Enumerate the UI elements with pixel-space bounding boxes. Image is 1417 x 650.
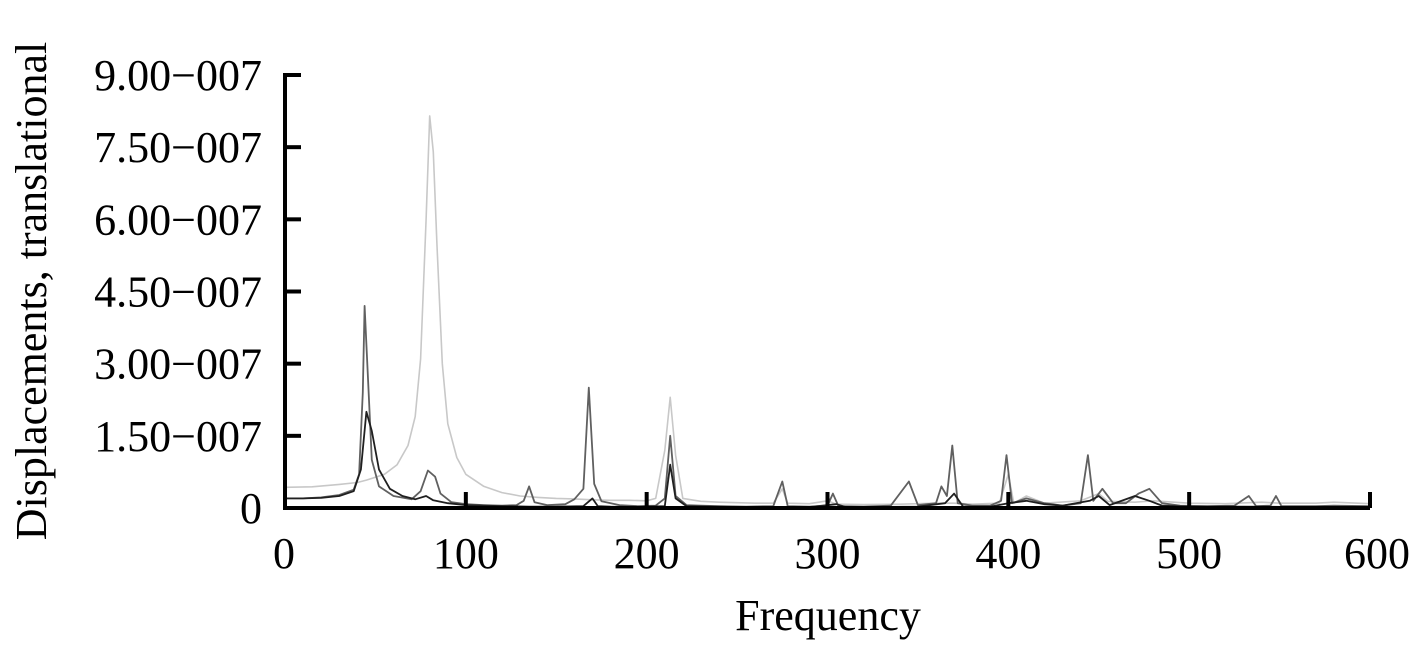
- x-tick-label: 400: [975, 529, 1041, 578]
- y-tick-label: 3.00−007: [94, 340, 262, 389]
- x-tick-label: 500: [1156, 529, 1222, 578]
- y-tick-label: 9.00−007: [94, 51, 262, 100]
- ticks-layer: [283, 73, 1372, 510]
- x-tick-label: 0: [273, 529, 295, 578]
- x-tick-label: 300: [795, 529, 861, 578]
- x-tick-label: 100: [433, 529, 499, 578]
- axes-layer: [283, 73, 1370, 510]
- y-tick-label: 4.50−007: [94, 268, 262, 317]
- axis-frame: [283, 73, 1370, 510]
- series-line-2: [285, 304, 1371, 508]
- y-tick-label: 0: [240, 484, 262, 533]
- y-axis-title: Displacements, translational: [7, 42, 56, 541]
- series-line-3: [285, 410, 1370, 508]
- y-tick-label: 1.50−007: [94, 412, 262, 461]
- series-layer: [284, 115, 1371, 508]
- labels-layer: 0 1.50−007 3.00−007 4.50−007 6.00−007 7.50−00…: [94, 51, 1410, 578]
- x-tick-label: 600: [1344, 529, 1410, 578]
- x-axis-title: Frequency: [735, 591, 921, 640]
- series-line-1: [284, 115, 1371, 506]
- y-tick-label: 6.00−007: [94, 195, 262, 244]
- x-tick-label: 200: [614, 529, 680, 578]
- y-tick-label: 7.50−007: [94, 123, 262, 172]
